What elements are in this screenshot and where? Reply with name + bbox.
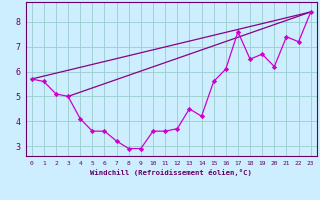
X-axis label: Windchill (Refroidissement éolien,°C): Windchill (Refroidissement éolien,°C) bbox=[90, 169, 252, 176]
